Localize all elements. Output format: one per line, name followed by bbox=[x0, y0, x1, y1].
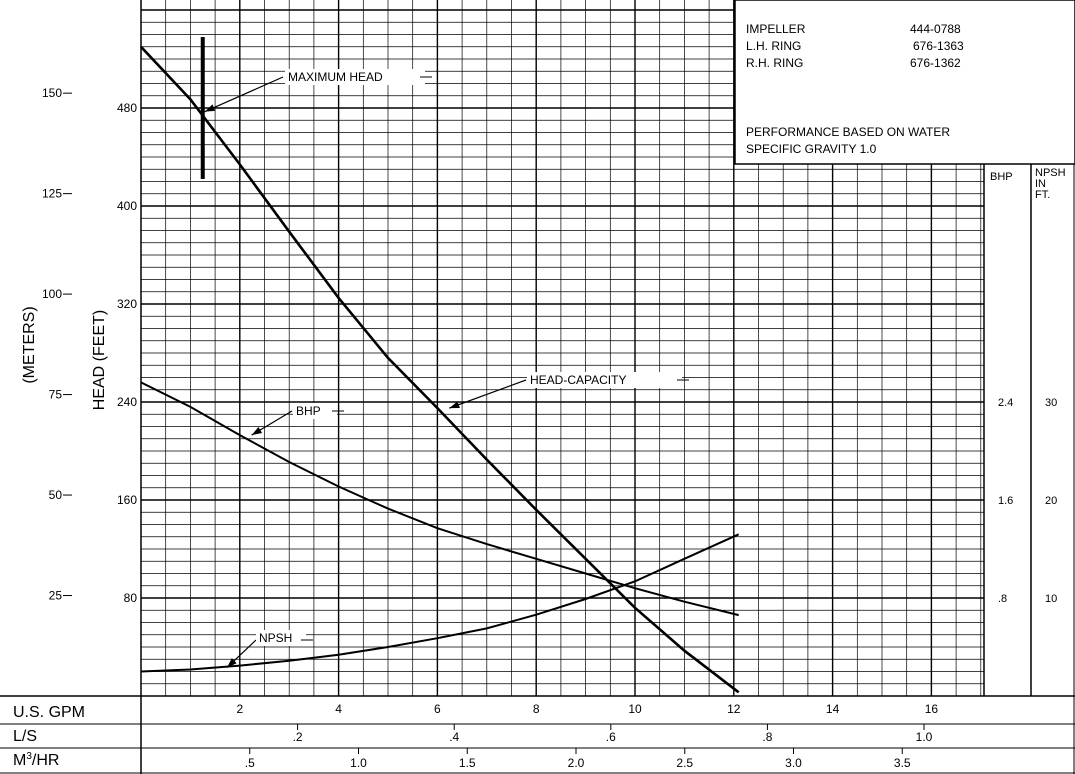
performance-note-1: PERFORMANCE BASED ON WATER bbox=[746, 125, 950, 139]
y-tick-label-meters: 25 bbox=[49, 589, 63, 603]
x-tick-label-ls: .4 bbox=[449, 730, 459, 744]
npsh-axis-label-line2: IN bbox=[1035, 178, 1046, 190]
rh-ring-label: R.H. RING bbox=[746, 56, 803, 70]
x-axis-label-gpm: U.S. GPM bbox=[13, 704, 85, 721]
info-box: IMPELLER 444-0788 L.H. RING 676-1363 R.H… bbox=[734, 0, 1075, 165]
annotation-label-bg bbox=[527, 372, 682, 388]
npsh-tick-label: 10 bbox=[1045, 593, 1057, 605]
y-tick-label-meters: 150 bbox=[42, 86, 62, 100]
annotation-leader bbox=[204, 76, 284, 113]
info-box-frame bbox=[734, 0, 1075, 165]
y-tick-label-feet: 80 bbox=[124, 591, 138, 605]
bhp-tick-label: .8 bbox=[998, 593, 1007, 605]
lh-ring-label: L.H. RING bbox=[746, 39, 801, 53]
x-tick-label-m3hr: 3.0 bbox=[785, 756, 802, 770]
bhp-tick-label: 1.6 bbox=[998, 495, 1013, 507]
x-axis-label-ls: L/S bbox=[13, 728, 37, 745]
labels: 80160240320400480255075100125150.81.62.4… bbox=[42, 69, 1057, 770]
impeller-label: IMPELLER bbox=[746, 22, 806, 36]
curve-npsh bbox=[140, 533, 740, 673]
y-tick-label-feet: 480 bbox=[117, 101, 137, 115]
annotation-label: NPSH bbox=[259, 631, 292, 645]
x-tick-label-gpm: 4 bbox=[335, 702, 342, 716]
annotation-label-bg bbox=[285, 69, 425, 85]
annotation-arrowhead bbox=[226, 658, 237, 668]
x-tick-label-gpm: 8 bbox=[533, 702, 540, 716]
x-tick-label-ls: 1.0 bbox=[916, 730, 933, 744]
rh-ring-value: 676-1362 bbox=[910, 56, 961, 70]
annotation-label: MAXIMUM HEAD bbox=[288, 70, 383, 84]
bhp-axis-label: BHP bbox=[990, 171, 1013, 183]
annotation-arrowhead bbox=[449, 401, 460, 409]
y-tick-label-meters: 50 bbox=[49, 488, 63, 502]
annotation-label-bg bbox=[293, 403, 337, 419]
y-tick-label-meters: 75 bbox=[49, 388, 63, 402]
x-tick-label-gpm: 6 bbox=[434, 702, 441, 716]
y-tick-label-meters: 125 bbox=[42, 187, 62, 201]
x-tick-label-gpm: 10 bbox=[628, 702, 642, 716]
y-axis-label-feet: HEAD (FEET) bbox=[91, 310, 108, 410]
y-tick-label-meters: 100 bbox=[42, 287, 62, 301]
annotation-label: HEAD-CAPACITY bbox=[530, 373, 626, 387]
grid bbox=[141, 0, 984, 696]
npsh-axis-label-line3: FT. bbox=[1035, 189, 1050, 201]
x-tick-label-gpm: 16 bbox=[925, 702, 939, 716]
x-tick-label-gpm: 2 bbox=[236, 702, 243, 716]
x-tick-label-m3hr: 2.0 bbox=[568, 756, 585, 770]
annotation-label-bg bbox=[256, 630, 306, 646]
y-axis-label-meters: (METERS) bbox=[21, 306, 38, 383]
npsh-tick-label: 30 bbox=[1045, 397, 1057, 409]
npsh-tick-label: 20 bbox=[1045, 495, 1057, 507]
y-tick-label-feet: 240 bbox=[117, 395, 137, 409]
x-tick-label-m3hr: 3.5 bbox=[894, 756, 911, 770]
x-tick-label-m3hr: 2.5 bbox=[676, 756, 693, 770]
x-tick-label-gpm: 12 bbox=[727, 702, 741, 716]
y-tick-label-feet: 160 bbox=[117, 493, 137, 507]
x-tick-label-m3hr: 1.5 bbox=[459, 756, 476, 770]
y-tick-label-feet: 320 bbox=[117, 297, 137, 311]
x-tick-label-ls: .2 bbox=[293, 730, 303, 744]
annotation-arrowhead bbox=[204, 104, 216, 112]
x-tick-label-ls: .6 bbox=[606, 730, 616, 744]
annotation-label: BHP bbox=[296, 404, 321, 418]
bhp-tick-label: 2.4 bbox=[998, 397, 1013, 409]
y-tick-label-feet: 400 bbox=[117, 199, 137, 213]
x-tick-label-m3hr: .5 bbox=[245, 756, 255, 770]
lh-ring-value: 676-1363 bbox=[913, 39, 964, 53]
x-tick-label-gpm: 14 bbox=[826, 702, 840, 716]
impeller-value: 444-0788 bbox=[910, 22, 961, 36]
x-axis-label-m3hr: M3/HR bbox=[13, 751, 59, 769]
annotation-arrowhead bbox=[251, 426, 263, 436]
annotation-leader bbox=[449, 379, 527, 409]
npsh-axis-label-line1: NPSH bbox=[1035, 167, 1066, 179]
x-tick-label-ls: .8 bbox=[762, 730, 772, 744]
performance-note-2: SPECIFIC GRAVITY 1.0 bbox=[746, 142, 877, 156]
curve-bhp bbox=[140, 381, 739, 617]
curve-head-capacity bbox=[140, 45, 740, 694]
x-tick-label-m3hr: 1.0 bbox=[350, 756, 367, 770]
curves bbox=[140, 36, 740, 694]
